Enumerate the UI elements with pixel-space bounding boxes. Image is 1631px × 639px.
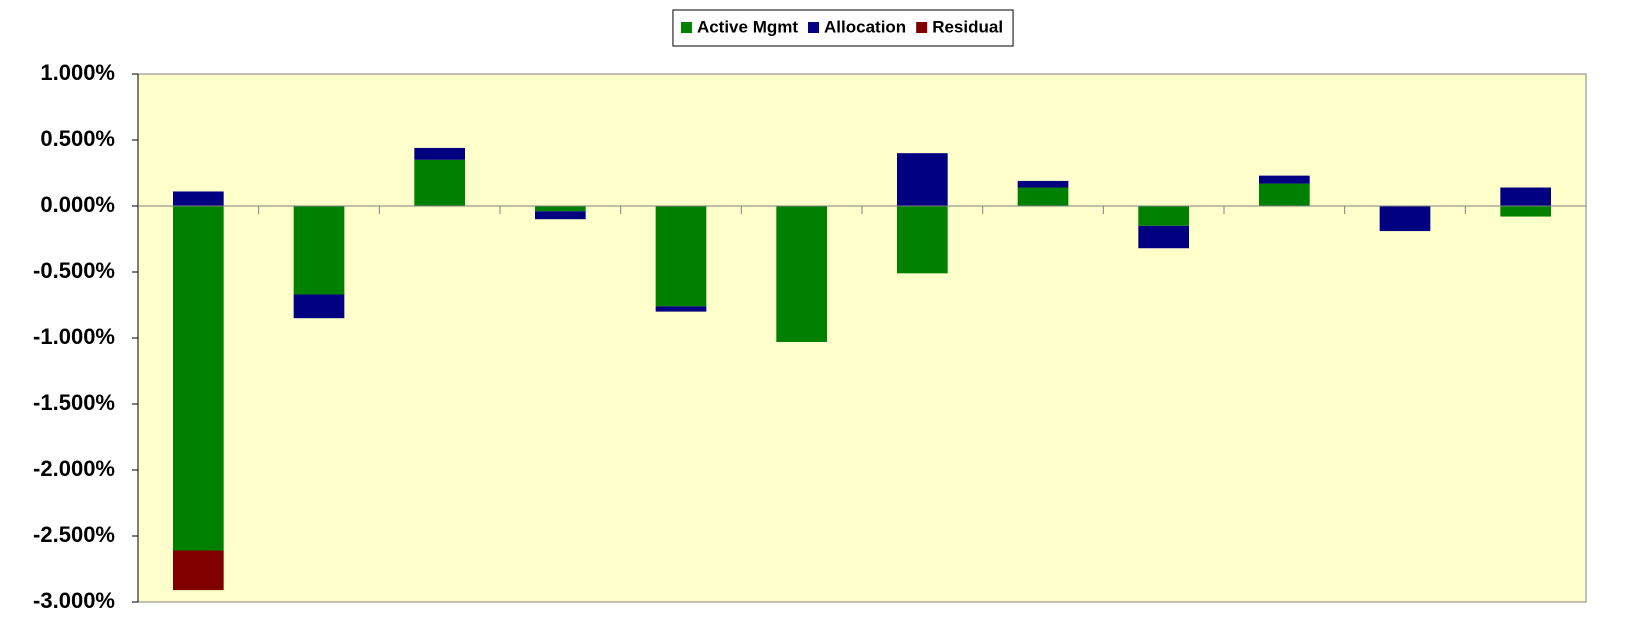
plot-area (137, 73, 1587, 603)
bar-segment (1138, 225, 1190, 249)
y-tick-label: 1.000% (40, 60, 115, 85)
bar-segment (293, 294, 345, 319)
bar-segment (293, 206, 345, 295)
bar-segment (1017, 180, 1069, 188)
legend-box (672, 9, 1014, 47)
bar-segment (414, 147, 466, 160)
bar-segment (655, 306, 707, 312)
bar-segment (172, 550, 224, 591)
legend-swatch (916, 22, 928, 33)
legend-swatch (808, 22, 820, 33)
bar-segment (1258, 175, 1310, 184)
bar-segment (776, 206, 828, 342)
bar-segment (1379, 206, 1431, 232)
y-tick-label: 0.000% (40, 192, 115, 217)
legend-label: Active Mgmt (697, 17, 798, 36)
bar-segment (896, 153, 948, 206)
bar-segment (172, 206, 224, 551)
bar-segment (1500, 206, 1552, 217)
bar-segment (655, 206, 707, 307)
y-tick-label: -2.500% (33, 522, 115, 547)
bar-segment (1500, 187, 1552, 206)
y-tick-label: -3.000% (33, 588, 115, 613)
bar-segment (414, 159, 466, 206)
y-tick-label: -2.000% (33, 456, 115, 481)
bar-segment (1258, 183, 1310, 206)
legend-label: Allocation (824, 17, 906, 36)
y-tick-label: -0.500% (33, 258, 115, 283)
bar-segment (1138, 206, 1190, 226)
legend: Active Mgmt Allocation Residual (672, 9, 1014, 47)
legend-swatch (680, 22, 692, 33)
y-tick-label: -1.000% (33, 324, 115, 349)
bar-segment (1017, 187, 1069, 206)
bar-segment (534, 206, 586, 212)
bar-segment (896, 206, 948, 274)
y-tick-label: -1.500% (33, 390, 115, 415)
bar-segment (534, 211, 586, 220)
bar-segment (172, 191, 224, 206)
legend-label: Residual (932, 17, 1003, 36)
y-tick-label: 0.500% (40, 126, 115, 151)
